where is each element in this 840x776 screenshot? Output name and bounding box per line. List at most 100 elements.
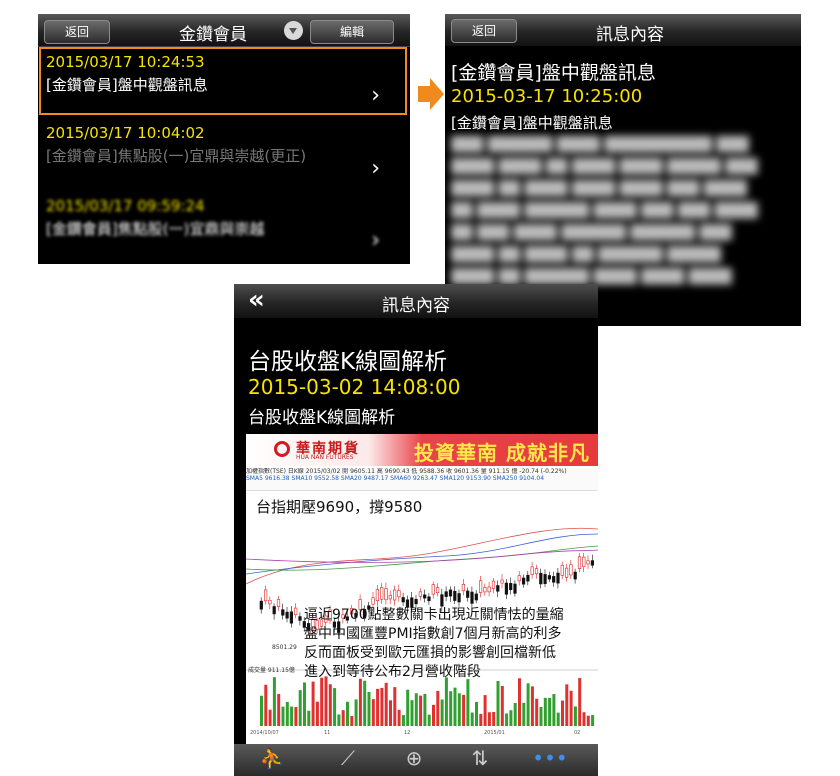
candle-body xyxy=(319,619,324,627)
volume-bar xyxy=(556,712,560,726)
candle-body xyxy=(345,616,349,621)
candle-body xyxy=(311,618,315,630)
candle-body xyxy=(448,589,453,597)
item-title: [金鑽會員]焦點股(一)宜鼎與崇越 xyxy=(46,220,265,238)
volume-bar xyxy=(582,712,586,726)
more-icon[interactable]: ••• xyxy=(532,746,568,770)
person-icon[interactable]: ⛹ xyxy=(259,746,285,770)
candle-body xyxy=(526,574,530,582)
item-date: 2015/03/17 09:59:24 xyxy=(46,197,205,215)
candle-body xyxy=(410,597,414,608)
candle-body xyxy=(513,583,517,594)
date-axis: 2014/10/07 11 12 2015/01 02 xyxy=(246,730,598,740)
candle-body xyxy=(556,572,560,584)
candle-body xyxy=(483,587,487,593)
volume-bar xyxy=(290,706,294,726)
trend-icon[interactable]: ⇅ xyxy=(471,746,489,770)
candle-body xyxy=(289,611,293,624)
annotation-line: 盤中中國匯豐PMI指數創7個月新高的利多 xyxy=(304,626,562,642)
list-item[interactable]: 2015/03/17 09:59:24 [金鑽會員]焦點股(一)宜鼎與崇越 › xyxy=(38,194,410,260)
candle-body xyxy=(324,615,328,623)
volume-bar xyxy=(268,709,272,726)
volume-bar xyxy=(535,698,539,726)
chart-icon[interactable]: ⟋ xyxy=(341,746,355,770)
volume-bar xyxy=(578,678,582,726)
volume-bar xyxy=(432,704,435,726)
kline-chart-image: 華南期貨 HUA NAN FUTURES 投資華南 成就非凡 加權指數(TSE)… xyxy=(246,434,598,744)
volume-bar xyxy=(410,700,414,726)
volume-bar xyxy=(376,688,380,726)
volume-bar xyxy=(526,683,530,726)
double-chevron-left-icon[interactable]: « xyxy=(248,285,265,315)
candle-body xyxy=(457,593,461,603)
candle-body xyxy=(573,571,577,580)
message-screen: 返回 訊息內容 [金鑽會員]盤中觀盤訊息 2015-03-17 10:25:00… xyxy=(445,14,801,326)
candle-body xyxy=(534,568,539,575)
candle-body xyxy=(281,609,285,616)
chevron-right-icon: › xyxy=(371,83,380,108)
volume-bar xyxy=(518,678,521,726)
ma-line: SMA5 9616.38 SMA10 9552.58 SMA20 9487.17… xyxy=(246,475,545,482)
quote-line: 加權指數(TSE) 日K線 2015/03/02 開 9605.11 高 969… xyxy=(246,468,567,475)
annotation-line: 逼近9700點整數關卡出現近關情怯的量縮 xyxy=(304,607,564,623)
volume-bar xyxy=(384,682,388,726)
volume-bar xyxy=(496,681,500,726)
volume-bar xyxy=(285,701,289,726)
date-tick: 02 xyxy=(574,730,581,736)
candle-body xyxy=(405,599,410,608)
volume-bar xyxy=(277,693,281,726)
volume-bar xyxy=(565,684,569,726)
list-item[interactable]: 2015/03/17 10:24:53 [金鑽會員]盤中觀盤訊息 › xyxy=(38,47,410,115)
chevron-right-icon: › xyxy=(371,228,380,253)
candle-body xyxy=(491,580,496,589)
candle-body xyxy=(354,613,358,618)
volume-bar xyxy=(367,691,371,726)
volume-bar xyxy=(341,710,345,726)
back-button[interactable]: 返回 xyxy=(44,20,110,44)
back-button[interactable]: 返回 xyxy=(451,19,517,43)
volume-bar xyxy=(522,702,526,726)
volume-bar xyxy=(307,710,311,726)
brand-slogan: 投資華南 成就非凡 xyxy=(414,441,590,465)
candle-body xyxy=(358,599,362,610)
candle-body xyxy=(341,614,345,619)
candle-body xyxy=(539,572,543,585)
volume-bar xyxy=(475,701,478,726)
volume-bar xyxy=(320,677,324,726)
annotation-line: 反而面板受到歐元匯損的影響創回檔新低 xyxy=(304,645,556,661)
message-datetime: 2015-03-17 10:25:00 xyxy=(451,86,643,107)
page-title: 訊息內容 xyxy=(596,25,664,45)
candle-body xyxy=(259,600,263,610)
volume-bar xyxy=(483,695,487,726)
date-tick: 12 xyxy=(404,730,411,736)
volume-bar xyxy=(530,686,534,726)
candle-body xyxy=(350,607,354,615)
detail-header: « 訊息內容 xyxy=(234,284,598,318)
volume-bar xyxy=(358,678,362,726)
member-list-screen: 返回 金鑽會員 編輯 2015/03/17 10:24:53 [金鑽會員]盤中觀… xyxy=(38,14,410,264)
annotation-line: 進入到等待公布2月營收階段 xyxy=(304,664,481,680)
brand-name: 華南期貨 xyxy=(296,441,360,457)
blurred-message-body: ███ ██████ ████ ██████████ ███ ████ ████… xyxy=(451,137,758,285)
selection-highlight xyxy=(39,47,407,115)
candle-body xyxy=(577,556,582,569)
volume-bar xyxy=(315,701,319,726)
moving-average-line xyxy=(246,527,598,585)
candle-body xyxy=(470,591,474,604)
candle-body xyxy=(418,591,423,597)
candle-body xyxy=(328,609,332,622)
volume-bar xyxy=(569,690,573,726)
volume-bar xyxy=(573,706,577,726)
edit-button[interactable]: 編輯 xyxy=(310,20,394,44)
candle-body xyxy=(569,564,573,576)
dropdown-icon[interactable] xyxy=(284,21,303,40)
volume-bar xyxy=(436,690,440,726)
volume-bar xyxy=(397,709,401,726)
volume-bar xyxy=(414,693,418,726)
list-item[interactable]: 2015/03/17 10:04:02 [金鑽會員]焦點股(一)宜鼎與崇越(更正… xyxy=(38,118,410,194)
globe-icon[interactable]: ⊕ xyxy=(405,746,423,770)
brand-name-en: HUA NAN FUTURES xyxy=(296,454,354,461)
candle-body xyxy=(431,584,435,595)
volume-bar xyxy=(492,712,496,726)
volume-bar xyxy=(500,685,504,726)
